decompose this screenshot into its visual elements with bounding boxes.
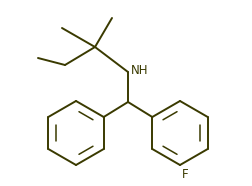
Text: F: F — [181, 168, 188, 181]
Text: NH: NH — [131, 65, 148, 78]
